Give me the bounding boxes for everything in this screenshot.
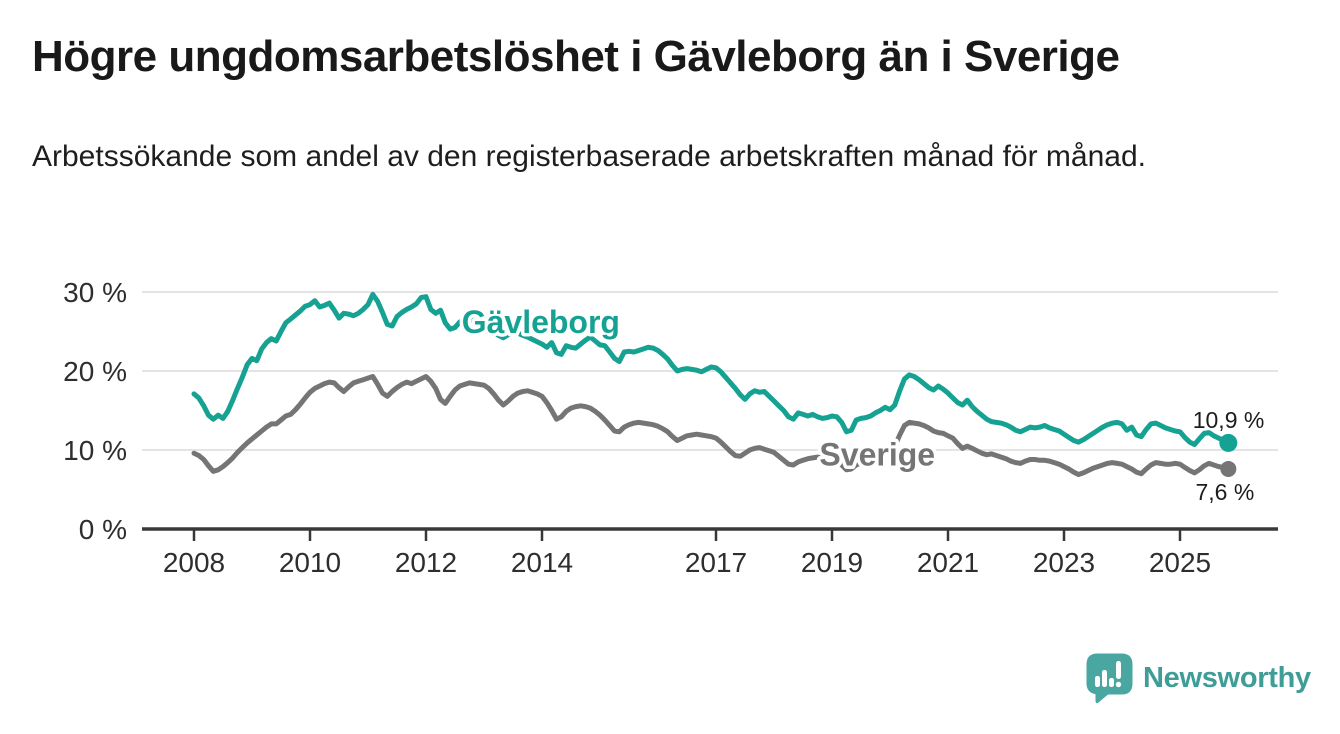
x-tick-label: 2019 (801, 547, 863, 578)
chart-subtitle: Arbetssökande som andel av den registerb… (32, 140, 1146, 173)
end-dot-gavleborg (1219, 433, 1238, 452)
x-tick-label: 2014 (511, 547, 573, 578)
page-title: Högre ungdomsarbetslöshet i Gävleborg än… (32, 32, 1120, 81)
end-value-label-gavleborg: 10,9 % (1193, 407, 1265, 433)
x-tick-label: 2025 (1149, 547, 1211, 578)
y-tick-label: 30 % (63, 277, 127, 308)
x-tick-label: 2021 (917, 547, 979, 578)
newsworthy-logo: Newsworthy (1086, 653, 1311, 704)
exclamation-dot (1115, 681, 1122, 688)
end-value-label-sverige: 7,6 % (1196, 479, 1255, 505)
end-dot-sverige (1220, 460, 1237, 477)
x-tick-label: 2008 (163, 547, 225, 578)
x-tick-label: 2023 (1033, 547, 1095, 578)
bar-3 (1109, 678, 1114, 687)
bar-1 (1095, 676, 1100, 687)
y-tick-label: 0 % (79, 514, 127, 545)
bubble-shape (1086, 653, 1133, 704)
exclamation-bar (1116, 661, 1121, 679)
x-tick-label: 2017 (685, 547, 747, 578)
bar-2 (1102, 670, 1107, 687)
y-tick-label: 10 % (63, 435, 127, 466)
newsworthy-wordmark: Newsworthy (1143, 662, 1311, 694)
newsworthy-bubble-icon (1086, 653, 1133, 704)
x-tick-label: 2010 (279, 547, 341, 578)
series-line-sverige (191, 374, 1231, 477)
y-tick-label: 20 % (63, 356, 127, 387)
series-line-gavleborg (191, 291, 1231, 447)
series-label-sverige: Sverige (819, 437, 935, 473)
series-label-gavleborg: Gävleborg (462, 304, 620, 340)
x-tick-label: 2012 (395, 547, 457, 578)
